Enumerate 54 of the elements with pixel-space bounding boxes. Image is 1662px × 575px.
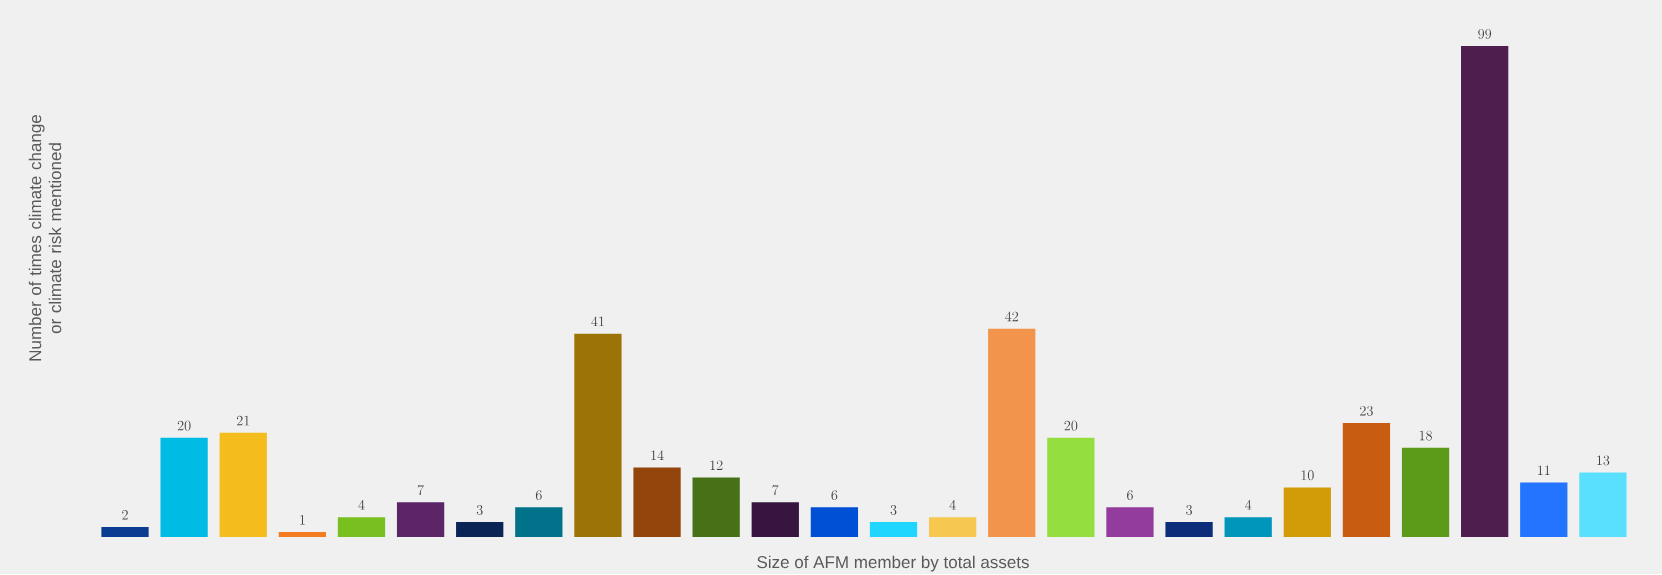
- data-label: 99: [1478, 29, 1492, 39]
- bar: [751, 502, 799, 538]
- bar: [810, 507, 859, 538]
- data-label: 10: [1301, 470, 1314, 481]
- bar: [1047, 437, 1095, 538]
- bar: [574, 333, 622, 538]
- bar: [1461, 46, 1509, 538]
- bar: [633, 467, 681, 538]
- bar: [101, 527, 149, 538]
- data-label: 12: [710, 460, 723, 471]
- bar: [337, 517, 386, 538]
- data-label: 3: [1186, 505, 1192, 515]
- data-label: 6: [831, 490, 838, 501]
- bar: [692, 477, 740, 538]
- bar: [928, 517, 977, 538]
- data-label: 14: [651, 450, 664, 461]
- bar: [1520, 482, 1568, 538]
- data-label: 4: [358, 500, 365, 510]
- bar: [869, 522, 918, 538]
- data-label: 6: [1127, 490, 1133, 501]
- data-label: 20: [1064, 420, 1078, 431]
- x-axis-title: Size of AFM member by total assets: [757, 555, 1029, 572]
- bar: [515, 507, 563, 538]
- data-label: 41: [591, 316, 604, 327]
- data-label: 4: [949, 500, 956, 510]
- data-label: 3: [476, 505, 483, 515]
- bar: [1165, 522, 1213, 538]
- data-label: 23: [1360, 405, 1373, 416]
- bar: [1579, 472, 1627, 538]
- bar: [456, 522, 504, 538]
- data-label: 7: [772, 485, 779, 496]
- bar: [1106, 507, 1154, 538]
- data-label: 11: [1538, 465, 1550, 475]
- bar: [988, 328, 1036, 538]
- bar: [219, 432, 267, 538]
- data-label: 7: [417, 485, 424, 496]
- data-label: 3: [890, 505, 897, 515]
- data-label: 6: [535, 490, 542, 501]
- data-label: 13: [1597, 455, 1610, 466]
- data-label: 18: [1419, 430, 1432, 441]
- data-label: 21: [236, 415, 250, 426]
- y-axis-title: Number of times climate change or climate risk mentioned: [28, 115, 62, 361]
- bar: [396, 502, 445, 538]
- data-label: 2: [122, 510, 128, 520]
- bar: [1283, 487, 1331, 538]
- bar: [278, 532, 326, 538]
- bar: [1224, 517, 1272, 538]
- bar: [1401, 447, 1450, 538]
- bar: [1342, 423, 1391, 538]
- data-label: 42: [1005, 311, 1019, 322]
- data-label: 4: [1245, 500, 1252, 510]
- bar: [160, 437, 208, 538]
- data-label: 1: [300, 515, 305, 525]
- data-label: 20: [177, 420, 191, 431]
